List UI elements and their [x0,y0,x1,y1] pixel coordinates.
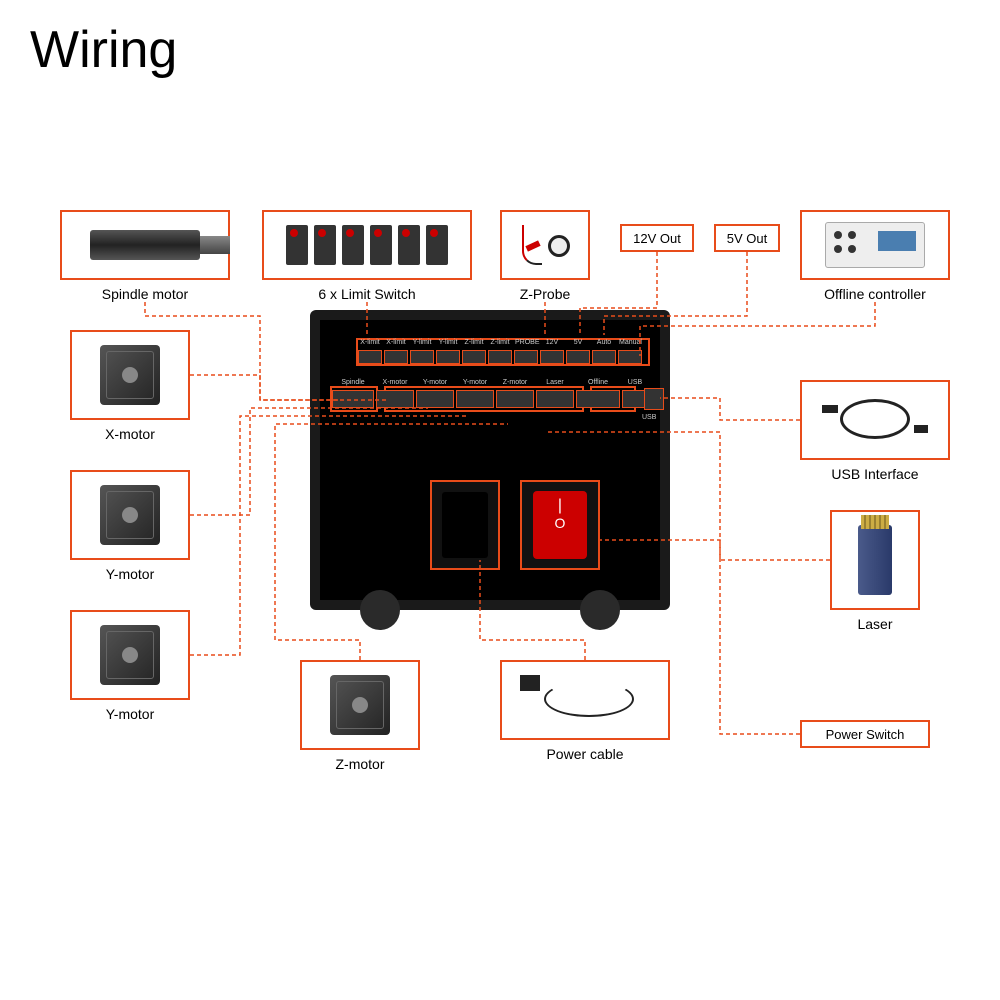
port: Z-limit [462,350,486,364]
limitsw-label: 6 x Limit Switch [264,286,470,302]
zprobe-box: Z-Probe [500,210,590,280]
port-label: X-limit [385,339,407,346]
laser-label: Laser [832,616,918,632]
bottom-port-row: SpindleX-motorY-motorY-motorZ-motorLaser… [332,390,648,408]
port-label: Z-limit [463,339,485,346]
controller-foot [580,590,620,630]
port: Y-limit [436,350,460,364]
switch-rocker-icon: | O [533,491,586,560]
port: Offline [576,390,620,408]
ymotor2-box: Y-motor [70,610,190,700]
port: X-limit [384,350,408,364]
port-label: X-limit [359,339,381,346]
controller-box: X-limitX-limitY-limitY-limitZ-limitZ-lim… [310,310,670,610]
port-label: PROBE [515,339,537,346]
ymotor2-label: Y-motor [72,706,188,722]
v5out-box: 5V Out [714,224,780,252]
port-label: X-motor [377,379,413,386]
usb-port [644,388,664,410]
port-label: Y-limit [411,339,433,346]
port-label: Y-motor [417,379,453,386]
connector-line [660,398,800,420]
pcable-label: Power cable [502,746,668,762]
spindle-label: Spindle motor [62,286,228,302]
laser-box: Laser [830,510,920,610]
port: X-limit [358,350,382,364]
port: Y-motor [456,390,494,408]
port-label: Y-motor [457,379,493,386]
power-switch: | O [520,480,600,570]
port-label: Laser [537,379,573,386]
usb-label: USB Interface [802,466,948,482]
port-label: Y-limit [437,339,459,346]
port: Auto [592,350,616,364]
port-label: 5V [567,339,589,346]
port-label: USB [623,379,647,386]
port: 12V [540,350,564,364]
port: X-motor [376,390,414,408]
spindle-box: Spindle motor [60,210,230,280]
port-label: Manual [619,339,641,346]
pcable-box: Power cable [500,660,670,740]
page-title: Wiring [30,20,177,80]
port-label: Z-motor [497,379,533,386]
ymotor1-box: Y-motor [70,470,190,560]
port: 5V [566,350,590,364]
port: Manual [618,350,642,364]
port: Laser [536,390,574,408]
port-label: Z-limit [489,339,511,346]
usb-port-label: USB [642,414,656,421]
pswitch-box: Power Switch [800,720,930,748]
usb-box: USB Interface [800,380,950,460]
port: Z-motor [496,390,534,408]
controller-foot [360,590,400,630]
v12out-box: 12V Out [620,224,694,252]
port: PROBE [514,350,538,364]
ymotor1-label: Y-motor [72,566,188,582]
zmotor-box: Z-motor [300,660,420,750]
port: Spindle [332,390,374,408]
port-label: Offline [577,379,619,386]
power-socket [430,480,500,570]
offline-label: Offline controller [802,286,948,302]
port: Y-limit [410,350,434,364]
xmotor-label: X-motor [72,426,188,442]
zprobe-label: Z-Probe [502,286,588,302]
top-port-row: X-limitX-limitY-limitY-limitZ-limitZ-lim… [358,350,642,364]
connector-line [640,302,875,356]
port: Z-limit [488,350,512,364]
zmotor-label: Z-motor [302,756,418,772]
port: Y-motor [416,390,454,408]
limitsw-box: 6 x Limit Switch [262,210,472,280]
port-label: 12V [541,339,563,346]
port-label: Spindle [333,379,373,386]
offline-box: Offline controller [800,210,950,280]
port-label: Auto [593,339,615,346]
xmotor-box: X-motor [70,330,190,420]
